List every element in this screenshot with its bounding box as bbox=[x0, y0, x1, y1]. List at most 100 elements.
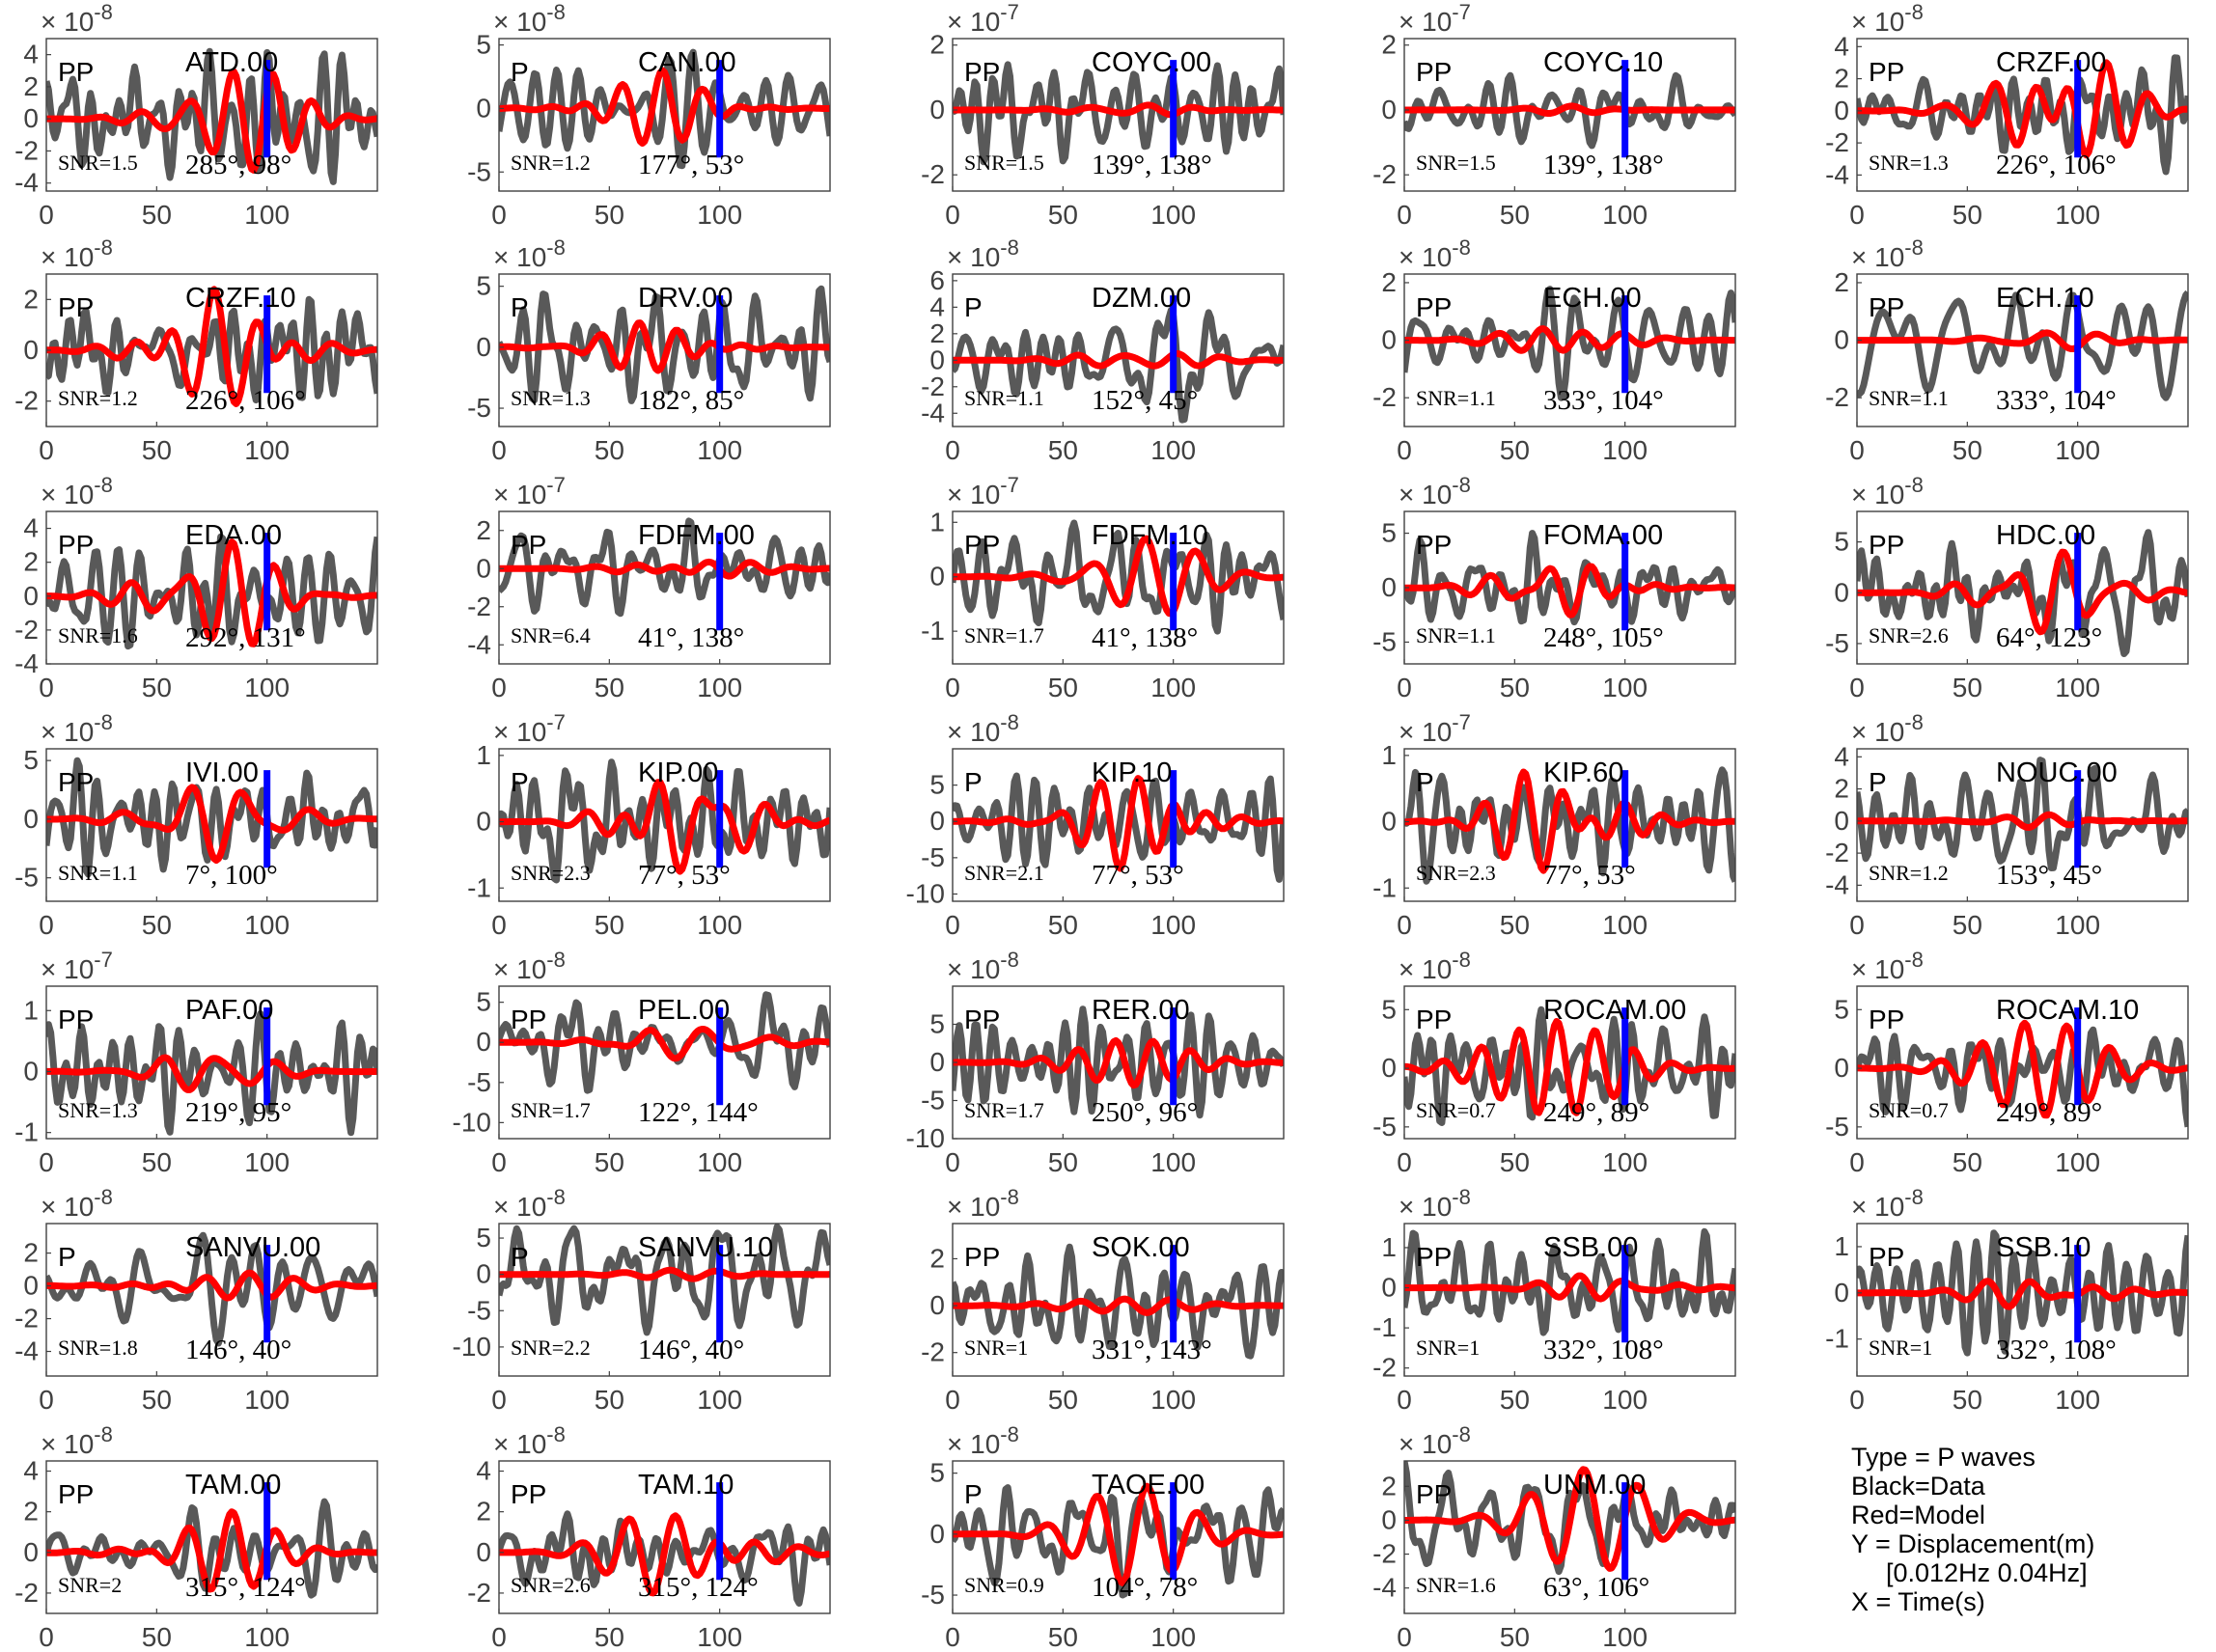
snr-label: SNR=2 bbox=[58, 1573, 122, 1597]
y-tick-label: 4 bbox=[1834, 31, 1849, 61]
data-trace bbox=[1404, 530, 1735, 626]
y-tick-label: -2 bbox=[921, 1337, 945, 1367]
x-tick-label: 0 bbox=[1397, 1385, 1412, 1415]
y-exponent: × 10-8 bbox=[1851, 1185, 1924, 1222]
y-exponent: × 10-8 bbox=[1851, 948, 1924, 984]
x-tick-label: 50 bbox=[1048, 435, 1078, 465]
data-trace bbox=[953, 1005, 1284, 1119]
y-tick-label: -2 bbox=[1372, 1539, 1397, 1569]
legend-model: Red=Model bbox=[1851, 1501, 1985, 1529]
angles-label: 104°, 78° bbox=[1092, 1572, 1198, 1603]
snr-label: SNR=1.3 bbox=[58, 1098, 138, 1122]
snr-label: SNR=1.7 bbox=[511, 1098, 591, 1122]
model-trace bbox=[1857, 59, 2188, 159]
x-tick-label: 50 bbox=[1500, 673, 1530, 702]
phase-label: PP bbox=[58, 292, 94, 322]
y-tick-label: 0 bbox=[1381, 1273, 1397, 1303]
legend-data: Black=Data bbox=[1851, 1472, 1985, 1501]
phase-label: PP bbox=[1416, 292, 1452, 322]
data-trace bbox=[953, 61, 1284, 166]
snr-label: SNR=1 bbox=[964, 1335, 1028, 1360]
angles-label: 219°, 95° bbox=[185, 1097, 291, 1128]
angles-label: 182°, 85° bbox=[638, 385, 744, 416]
x-tick-label: 100 bbox=[1150, 1622, 1196, 1652]
phase-label: PP bbox=[58, 530, 94, 560]
axes-box bbox=[45, 510, 378, 665]
data-trace bbox=[46, 757, 377, 878]
model-trace bbox=[46, 286, 377, 407]
angles-label: 248°, 105° bbox=[1543, 622, 1664, 653]
data-trace bbox=[499, 1510, 830, 1607]
angles-label: 41°, 138° bbox=[1092, 622, 1198, 653]
x-tick-label: 100 bbox=[1602, 1147, 1648, 1177]
snr-label: SNR=1.2 bbox=[511, 151, 591, 175]
snr-label: SNR=0.7 bbox=[1416, 1098, 1496, 1122]
x-tick-label: 100 bbox=[244, 1385, 290, 1415]
y-exponent: × 10-8 bbox=[1399, 1185, 1471, 1222]
y-tick-label: -2 bbox=[467, 1578, 491, 1608]
model-trace bbox=[953, 775, 1284, 872]
angles-label: 249°, 89° bbox=[1996, 1097, 2102, 1128]
x-tick-label: 50 bbox=[1500, 910, 1530, 940]
model-trace bbox=[499, 1026, 830, 1062]
y-tick-label: -4 bbox=[1825, 159, 1849, 189]
axes-box bbox=[498, 38, 831, 192]
model-trace bbox=[1857, 329, 2188, 352]
station-label: ROCAM.10 bbox=[1996, 995, 2139, 1026]
x-tick-label: 100 bbox=[1150, 200, 1196, 230]
y-tick-label: 0 bbox=[23, 1271, 39, 1301]
y-tick-label: 0 bbox=[476, 1027, 491, 1057]
y-tick-label: 0 bbox=[1834, 577, 1849, 607]
x-tick-label: 0 bbox=[945, 673, 960, 702]
y-exponent: × 10-8 bbox=[41, 473, 113, 509]
x-tick-label: 100 bbox=[2055, 200, 2100, 230]
x-tick-label: 50 bbox=[1953, 1385, 1982, 1415]
x-tick-label: 0 bbox=[1849, 200, 1865, 230]
station-label: ROCAM.00 bbox=[1543, 995, 1686, 1026]
y-tick-label: 2 bbox=[1381, 267, 1397, 297]
station-label: TAM.10 bbox=[638, 1470, 734, 1501]
x-tick-label: 0 bbox=[1849, 1385, 1865, 1415]
x-tick-label: 0 bbox=[1849, 1147, 1865, 1177]
y-tick-label: -2 bbox=[1372, 382, 1397, 412]
data-trace bbox=[499, 517, 830, 618]
station-label: CAN.00 bbox=[638, 47, 736, 78]
y-tick-label: 2 bbox=[23, 1238, 39, 1268]
x-tick-label: 100 bbox=[2055, 910, 2100, 940]
snr-label: SNR=1.1 bbox=[1416, 386, 1496, 410]
x-tick-label: 50 bbox=[595, 200, 624, 230]
x-tick-label: 100 bbox=[1602, 1385, 1648, 1415]
snr-label: SNR=1.8 bbox=[58, 1335, 138, 1360]
x-tick-label: 0 bbox=[1397, 435, 1412, 465]
phase-label: PP bbox=[1869, 57, 1904, 87]
legend-x-axis: X = Time(s) bbox=[1851, 1587, 1985, 1616]
station-label: KIP.10 bbox=[1092, 757, 1172, 788]
x-tick-label: 0 bbox=[1397, 200, 1412, 230]
angles-label: 152°, 45° bbox=[1092, 385, 1198, 416]
station-label: COYC.10 bbox=[1543, 47, 1663, 78]
x-tick-label: 100 bbox=[697, 1622, 742, 1652]
phase-label: PP bbox=[511, 530, 546, 560]
model-trace bbox=[1404, 325, 1735, 354]
x-tick-label: 50 bbox=[595, 1147, 624, 1177]
model-trace bbox=[499, 1266, 830, 1282]
station-label: RER.00 bbox=[1092, 995, 1190, 1026]
station-label: SSB.10 bbox=[1996, 1232, 2091, 1263]
y-tick-label: 5 bbox=[23, 745, 39, 775]
x-tick-label: 50 bbox=[595, 1622, 624, 1652]
x-tick-label: 0 bbox=[945, 1385, 960, 1415]
x-tick-label: 0 bbox=[39, 1147, 54, 1177]
axes-box bbox=[1856, 1223, 2189, 1377]
model-trace bbox=[953, 1295, 1284, 1316]
